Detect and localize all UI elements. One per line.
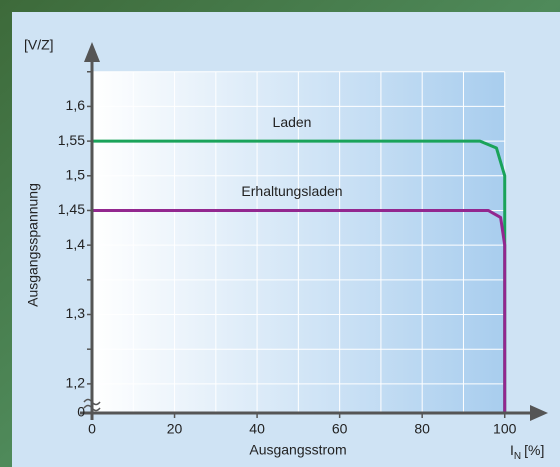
y-tick-label: 1,4 xyxy=(66,236,86,252)
x-tick-label: 100 xyxy=(493,421,517,437)
y-tick-label: 0 xyxy=(77,404,85,420)
x-tick-label: 0 xyxy=(88,421,96,437)
y-tick-label: 1,45 xyxy=(58,201,85,217)
y-tick-label: 1,6 xyxy=(66,97,86,113)
x-unit-subscript: N xyxy=(514,451,521,462)
series-label: Erhaltungsladen xyxy=(241,183,342,199)
chart: [V/Z] Ausgangsspannung Ausgangsstrom IN[… xyxy=(0,0,560,467)
series-label: Laden xyxy=(273,114,312,130)
y-tick-label: 1,2 xyxy=(66,375,86,391)
y-tick-label: 1,5 xyxy=(66,166,86,182)
x-tick-label: 40 xyxy=(249,421,265,437)
x-tick-label: 80 xyxy=(414,421,430,437)
page: [V/Z] Ausgangsspannung Ausgangsstrom IN[… xyxy=(0,0,560,467)
y-tick-label: 1,3 xyxy=(66,305,86,321)
x-axis-title: Ausgangsstrom xyxy=(249,442,346,458)
x-tick-label: 20 xyxy=(167,421,183,437)
x-tick-label: 60 xyxy=(332,421,348,437)
y-tick-label: 1,55 xyxy=(58,132,85,148)
y-axis-title: Ausgangsspannung xyxy=(25,183,41,307)
x-unit-suffix: [%] xyxy=(524,442,544,458)
y-unit: [V/Z] xyxy=(24,37,54,53)
